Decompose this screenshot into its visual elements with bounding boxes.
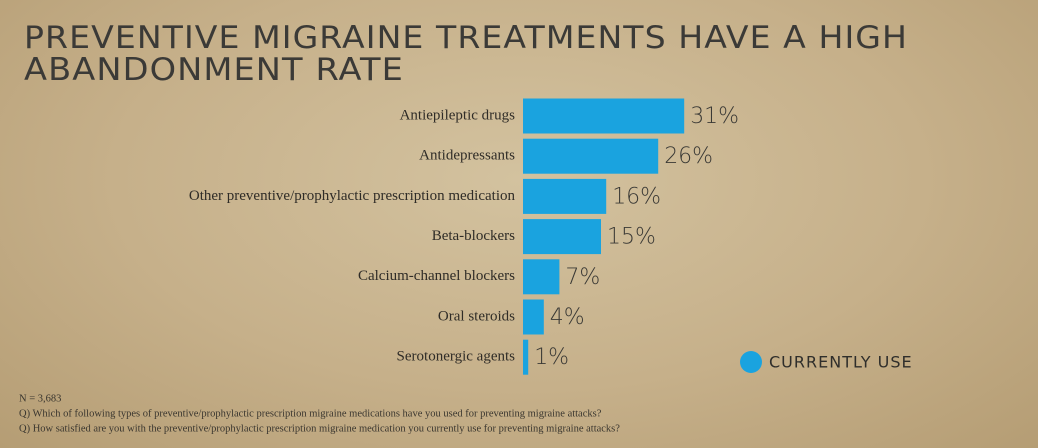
chart-title: ABANDONMENT RATE xyxy=(24,52,404,88)
footnote: N = 3,683 xyxy=(19,393,61,404)
value-label: 1% xyxy=(534,345,569,370)
bar xyxy=(523,259,560,295)
category-label: Antiepileptic drugs xyxy=(400,107,516,123)
bar xyxy=(523,138,659,174)
category-label: Beta-blockers xyxy=(432,228,515,244)
category-label: Antidepressants xyxy=(419,148,515,164)
bar xyxy=(523,299,544,335)
category-label: Calcium-channel blockers xyxy=(358,268,515,284)
value-label: 26% xyxy=(664,144,713,169)
value-label: 15% xyxy=(607,225,656,250)
chart-title: PREVENTIVE MIGRAINE TREATMENTS HAVE A HI… xyxy=(24,20,908,56)
bar xyxy=(523,219,601,255)
footnote: Q) How satisfied are you with the preven… xyxy=(19,423,620,434)
value-label: 7% xyxy=(565,265,600,290)
bar xyxy=(523,339,529,375)
footnote: Q) Which of following types of preventiv… xyxy=(19,408,602,419)
bar xyxy=(523,178,607,214)
category-label: Oral steroids xyxy=(438,308,515,324)
legend-label: CURRENTLY USE xyxy=(769,353,913,372)
category-label: Other preventive/prophylactic prescripti… xyxy=(189,188,516,204)
legend-marker xyxy=(740,351,762,373)
category-label: Serotonergic agents xyxy=(397,349,516,365)
value-label: 31% xyxy=(690,104,739,129)
bar xyxy=(523,98,685,134)
value-label: 16% xyxy=(612,184,661,209)
value-label: 4% xyxy=(550,305,585,330)
